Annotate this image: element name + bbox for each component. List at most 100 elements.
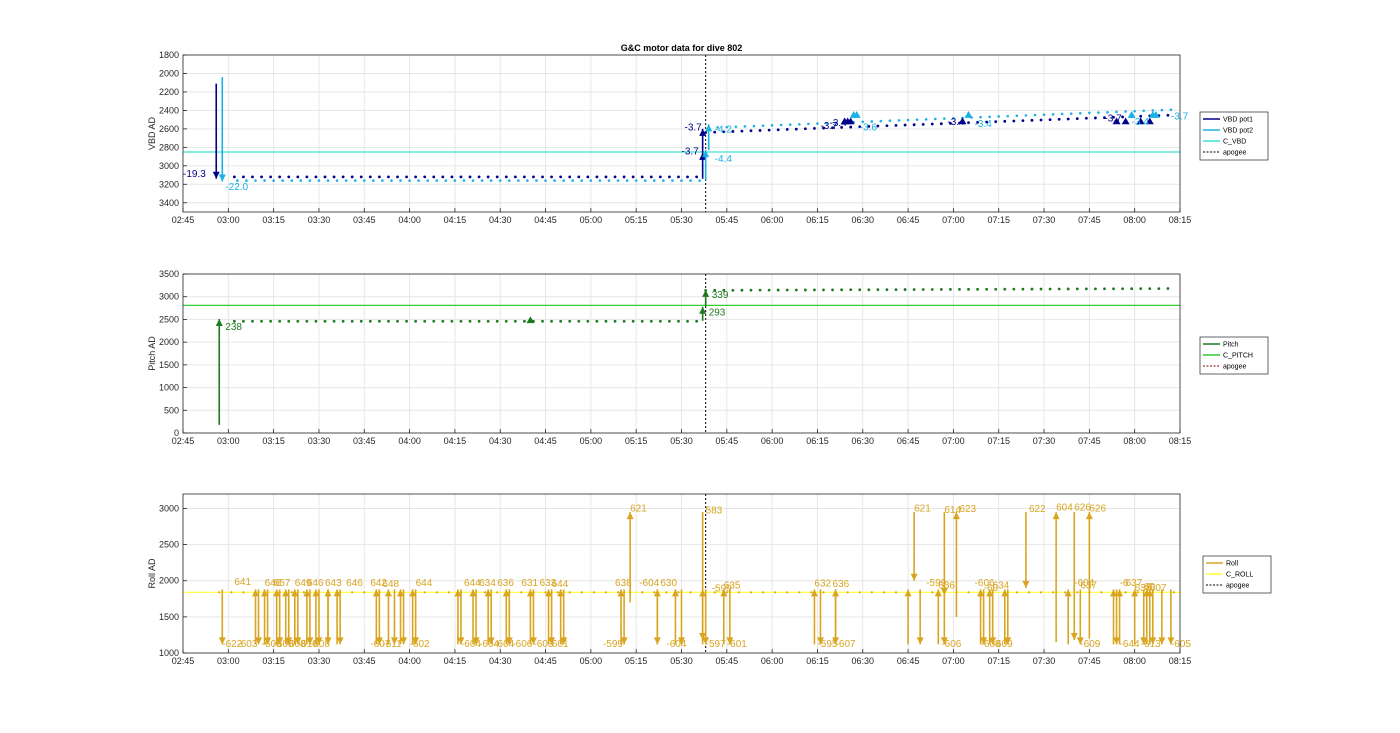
data-point-roll	[665, 591, 668, 594]
data-point-pitch	[1094, 287, 1097, 291]
data-label: 634	[479, 578, 496, 589]
x-tick-label: 04:15	[444, 656, 467, 666]
roll-move-up-head	[1064, 589, 1072, 597]
data-label: 583	[706, 506, 723, 517]
data-point-pitch	[586, 319, 590, 323]
data-point-roll	[1039, 591, 1043, 594]
legend-entry: C_VBD	[1223, 139, 1246, 146]
data-point-pitch	[722, 288, 726, 292]
data-point-pot2	[290, 179, 294, 182]
data-point-pitch	[668, 319, 671, 323]
roll-move-large-head	[910, 573, 918, 581]
data-point-pitch	[749, 288, 753, 292]
y-tick-label: 1000	[159, 648, 179, 658]
data-label: -644	[1120, 639, 1140, 650]
y-tick-label: 3500	[159, 269, 179, 279]
roll-move-down-head	[412, 637, 420, 645]
x-tick-label: 07:30	[1033, 656, 1056, 666]
data-label: -608	[286, 639, 306, 650]
x-tick-label: 03:15	[262, 215, 285, 225]
x-tick-label: 06:45	[897, 436, 920, 446]
data-point-pitch	[1130, 287, 1134, 291]
roll-move-down-head	[560, 637, 568, 645]
roll-move-down-head	[472, 637, 480, 645]
data-point-pitch	[1003, 287, 1007, 291]
roll-move-down-head	[726, 637, 734, 645]
data-point-pot1	[695, 175, 699, 179]
x-tick-label: 07:15	[987, 215, 1010, 225]
roll-move-up-head	[282, 589, 290, 597]
data-point-pitch	[731, 288, 735, 292]
data-point-pot1	[1075, 117, 1079, 121]
roll-move-up-head	[397, 589, 405, 597]
legend-entry: Roll	[1226, 561, 1239, 568]
data-point-pitch	[958, 287, 961, 291]
data-point-pot1	[894, 123, 898, 127]
x-tick-label: 08:00	[1123, 656, 1146, 666]
data-label: -3.7	[1104, 113, 1122, 124]
data-point-pitch	[985, 287, 989, 291]
roll-move-down-head	[1158, 637, 1166, 645]
data-point-roll	[870, 591, 873, 594]
data-point-pitch	[677, 319, 680, 323]
data-point-roll	[544, 591, 547, 594]
data-point-pot1	[414, 175, 418, 179]
x-tick-label: 07:00	[942, 656, 965, 666]
data-label: 626	[1074, 503, 1091, 514]
data-point-pot1	[849, 125, 853, 129]
data-point-pot2	[417, 179, 420, 182]
data-label: -608	[274, 639, 294, 650]
x-tick-label: 07:30	[1033, 436, 1056, 446]
data-point-pot1	[1048, 118, 1052, 122]
data-point-pot2	[281, 179, 284, 182]
x-tick-label: 06:00	[761, 436, 784, 446]
data-point-roll	[786, 591, 789, 594]
data-point-roll	[363, 591, 366, 594]
data-point-pot1	[622, 175, 626, 179]
roll-move-down-head	[816, 637, 824, 645]
data-point-pot2	[906, 118, 910, 122]
data-point-pot2	[616, 179, 620, 182]
data-point-roll	[882, 591, 886, 594]
data-point-pot2	[625, 179, 629, 182]
data-point-pot1	[305, 175, 309, 179]
x-tick-label: 07:45	[1078, 436, 1101, 446]
data-point-pot2	[1078, 111, 1082, 115]
data-label: -19.3	[183, 169, 206, 180]
data-point-pot2	[245, 179, 248, 182]
data-point-pot1	[550, 175, 553, 179]
roll-move-large-head	[1085, 512, 1093, 520]
roll-move-up-head	[977, 589, 985, 597]
data-point-pitch	[541, 319, 544, 323]
x-tick-label: 04:45	[534, 656, 557, 666]
data-point-pot2	[933, 117, 937, 121]
data-label: 626	[1089, 503, 1106, 514]
data-label: 630	[660, 578, 677, 589]
data-point-pot1	[776, 128, 780, 132]
roll-move-down-head	[294, 637, 302, 645]
legend-entry: VBD pot2	[1223, 128, 1253, 135]
x-tick-label: 06:15	[806, 215, 829, 225]
data-point-roll	[484, 591, 487, 594]
data-label: -6	[1120, 578, 1129, 589]
data-point-pot2	[1069, 112, 1073, 115]
roll-move-up-head	[653, 589, 661, 597]
x-tick-label: 04:30	[489, 656, 512, 666]
x-tick-label: 05:30	[670, 215, 693, 225]
data-point-pot2	[254, 179, 257, 182]
y-tick-label: 3400	[159, 198, 179, 208]
roll-move-up-head	[557, 589, 565, 597]
y-tick-label: 1800	[159, 50, 179, 60]
x-tick-label: 08:15	[1169, 656, 1192, 666]
data-label: 646	[265, 578, 282, 589]
data-point-pot2	[680, 179, 683, 182]
data-point-pot2	[915, 118, 919, 121]
data-point-pot2	[444, 179, 448, 182]
data-point-pitch	[849, 288, 853, 292]
data-point-pitch	[912, 288, 916, 291]
x-tick-label: 05:15	[625, 436, 648, 446]
x-tick-label: 03:00	[217, 436, 240, 446]
data-label: -60	[984, 583, 999, 594]
y-tick-label: 2200	[159, 87, 179, 97]
data-point-roll	[810, 591, 813, 594]
